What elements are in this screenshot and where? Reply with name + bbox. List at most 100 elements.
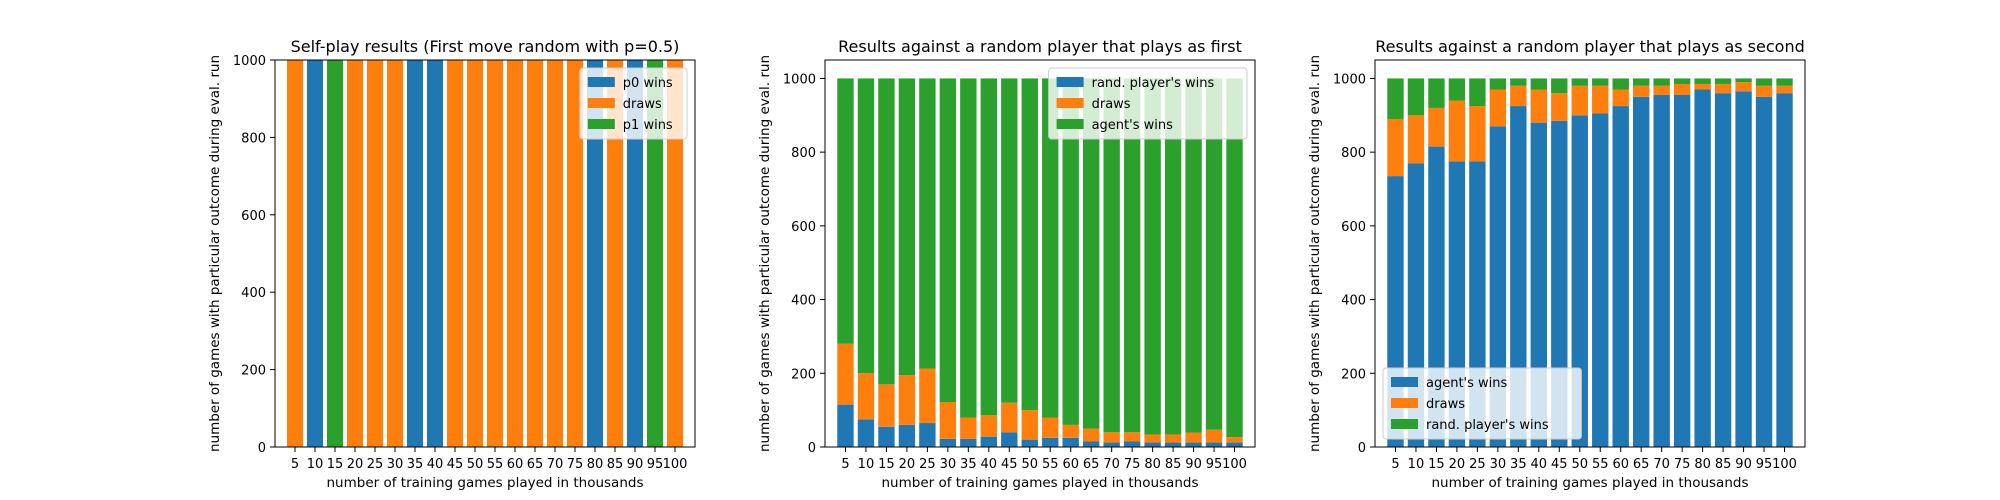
x-tick-label: 70	[1103, 457, 1120, 472]
legend: p0 wins draws p1 wins	[579, 67, 688, 140]
bar-segment	[1083, 441, 1100, 447]
legend: agent's wins draws rand. player's wins	[1382, 367, 1582, 440]
bar-segment	[567, 60, 583, 447]
bar-segment	[837, 78, 854, 344]
y-axis-label: number of games with particular outcome …	[1307, 55, 1323, 452]
bar-segment	[1735, 82, 1752, 92]
x-tick-label: 80	[587, 457, 604, 472]
bar-segment	[1448, 78, 1466, 101]
y-tick-label: 0	[808, 441, 816, 456]
bar-segment	[1164, 434, 1182, 443]
y-tick-label: 400	[1341, 294, 1366, 309]
bar-segment	[527, 60, 543, 447]
bar-segment	[1469, 106, 1486, 162]
y-tick-label: 600	[241, 209, 266, 224]
y-tick-label: 200	[791, 367, 816, 382]
bar-segment	[1735, 91, 1752, 447]
x-tick-label: 60	[1612, 457, 1629, 472]
bar-segment	[1123, 441, 1141, 447]
y-tick-label: 200	[241, 364, 266, 379]
legend-label: rand. player's wins	[1426, 418, 1549, 433]
legend-label: draws	[1092, 97, 1131, 112]
legend-label: rand. player's wins	[1092, 76, 1215, 91]
x-tick-label: 55	[1042, 457, 1059, 472]
bar-segment	[1530, 78, 1547, 90]
bar-segment	[1001, 78, 1018, 403]
bar-segment	[1612, 89, 1629, 107]
bar-segment	[1123, 432, 1141, 442]
bar-segment	[1653, 78, 1670, 86]
bar-segment	[1653, 95, 1670, 447]
bar-segment	[1083, 78, 1100, 429]
bar-segment	[1735, 78, 1752, 83]
x-tick-label: 80	[1694, 457, 1711, 472]
bar-segment	[898, 375, 916, 425]
bar-segment	[1510, 106, 1527, 447]
x-tick-label: 75	[1124, 457, 1141, 472]
bar-segment	[960, 417, 977, 439]
bar-segment	[1144, 78, 1161, 435]
y-tick-label: 1000	[233, 54, 266, 69]
bar-segment	[1062, 78, 1079, 425]
bar-segment	[1714, 83, 1732, 94]
bar-segment	[1469, 78, 1486, 107]
chart-title: Results against a random player that pla…	[838, 37, 1242, 56]
bar-segment	[1612, 106, 1629, 447]
y-tick-label: 400	[791, 294, 816, 309]
bar-segment	[1714, 78, 1732, 84]
bar-segment	[939, 402, 957, 439]
bar-segment	[367, 60, 383, 447]
bar-segment	[1571, 78, 1588, 86]
bar-segment	[1205, 442, 1223, 447]
bar-segment	[1123, 78, 1141, 433]
legend-swatch	[587, 98, 615, 108]
x-tick-label: 5	[1391, 457, 1399, 472]
bar-segment	[1185, 432, 1202, 443]
y-tick-label: 800	[241, 131, 266, 146]
y-tick-label: 0	[1358, 441, 1366, 456]
x-tick-label: 55	[1592, 457, 1609, 472]
axes-frame	[824, 59, 1256, 448]
bar-segment	[1185, 442, 1202, 447]
bar-segment	[1489, 126, 1507, 447]
y-tick-label: 1000	[783, 72, 816, 87]
legend-swatch	[1056, 77, 1084, 87]
bar-segment	[1551, 93, 1568, 121]
x-axis-label: number of training games played in thous…	[882, 475, 1199, 491]
bar-segment	[1103, 78, 1120, 433]
bar-segment	[1776, 78, 1793, 86]
bar-segment	[1103, 432, 1120, 443]
x-tick-label: 100	[1772, 457, 1797, 472]
bar-segment	[898, 78, 916, 376]
bar-segment	[1407, 78, 1425, 116]
bar-segment	[1510, 78, 1527, 86]
x-tick-label: 70	[1653, 457, 1670, 472]
x-tick-label: 85	[1715, 457, 1732, 472]
bar-segment	[878, 426, 895, 447]
bar-segment	[878, 384, 895, 427]
x-tick-label: 80	[1144, 457, 1161, 472]
axes-frame	[1374, 59, 1806, 448]
bar-segment	[1694, 83, 1711, 90]
legend-swatch	[1056, 98, 1084, 108]
x-tick-label: 5	[841, 457, 849, 472]
bar-segment	[1489, 89, 1507, 127]
x-tick-label: 5	[291, 457, 299, 472]
bar-segment	[980, 415, 997, 437]
chart-title: Results against a random player that pla…	[1375, 37, 1804, 56]
bar-segment	[1185, 78, 1202, 433]
x-tick-label: 40	[1531, 457, 1548, 472]
bar-segment	[1164, 78, 1182, 435]
bar-segment	[1205, 429, 1223, 443]
bar-segment	[387, 60, 403, 447]
legend-box	[1048, 67, 1248, 140]
bar-segment	[878, 78, 895, 385]
bar-segment	[1001, 432, 1018, 447]
legend-swatch	[587, 119, 615, 129]
legend-label: agent's wins	[1426, 376, 1508, 391]
bar-segment	[547, 60, 563, 447]
x-tick-label: 20	[347, 457, 364, 472]
bar-segment	[1673, 83, 1691, 96]
bar-segment	[1226, 437, 1243, 443]
